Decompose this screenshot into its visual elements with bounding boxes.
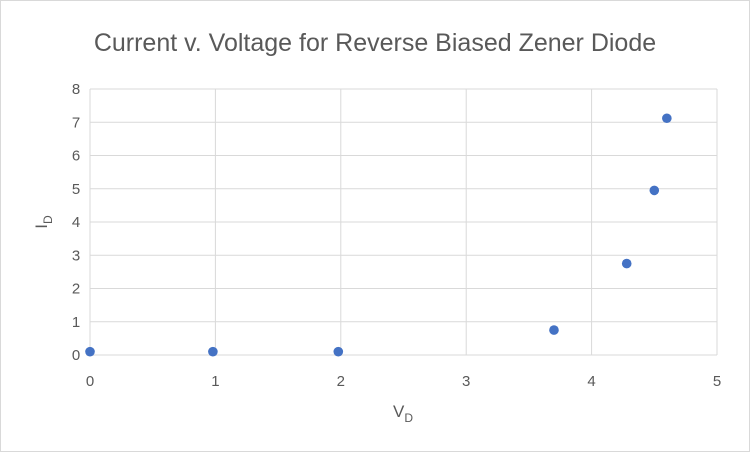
x-tick-label: 4 bbox=[587, 373, 595, 390]
x-tick-label: 2 bbox=[337, 373, 345, 390]
x-axis-title-main: V bbox=[393, 402, 405, 421]
data-point bbox=[549, 325, 559, 335]
y-tick-label: 0 bbox=[72, 347, 80, 364]
y-tick-label: 2 bbox=[72, 281, 80, 298]
y-axis-title-group: ID bbox=[32, 215, 55, 229]
x-tick-label: 3 bbox=[462, 373, 470, 390]
x-tick-label: 5 bbox=[713, 373, 721, 390]
x-axis-title: VD bbox=[393, 402, 413, 425]
gridlines bbox=[89, 88, 718, 356]
y-tick-label: 5 bbox=[72, 181, 80, 198]
data-points bbox=[85, 113, 672, 357]
y-tick-label: 8 bbox=[72, 81, 80, 98]
data-point bbox=[333, 346, 344, 357]
y-tick-label: 6 bbox=[72, 148, 80, 165]
y-axis-title: ID bbox=[32, 215, 55, 229]
tick-labels: 0 1 2 3 4 5 6 7 8 0 1 2 3 4 5 bbox=[72, 81, 721, 390]
y-tick-label: 3 bbox=[72, 247, 80, 264]
x-tick-label: 0 bbox=[86, 373, 94, 390]
y-axis-title-subscript: D bbox=[41, 215, 55, 224]
y-tick-label: 4 bbox=[72, 214, 80, 231]
data-point bbox=[85, 346, 95, 357]
x-axis-title-subscript: D bbox=[404, 411, 413, 425]
chart-title: Current v. Voltage for Reverse Biased Ze… bbox=[94, 29, 656, 57]
x-tick-label: 1 bbox=[211, 373, 219, 390]
data-point bbox=[621, 258, 632, 269]
y-tick-label: 1 bbox=[72, 314, 80, 331]
data-point bbox=[662, 113, 672, 124]
data-point bbox=[208, 346, 218, 357]
data-point bbox=[649, 185, 660, 196]
y-axis-title-main: I bbox=[32, 224, 51, 229]
y-tick-label: 7 bbox=[72, 114, 80, 131]
